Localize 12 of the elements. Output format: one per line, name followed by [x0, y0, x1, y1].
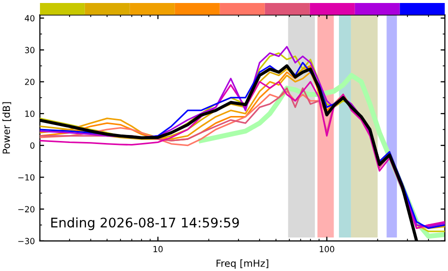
y-tick-label: −30	[18, 238, 34, 244]
x-axis-title: Freq [mHz]	[216, 259, 268, 269]
y-tick-label: 20	[25, 78, 34, 86]
y-tick-label: −10	[18, 174, 34, 181]
annotation: Ending 2026-08-17 14:59:59	[51, 217, 239, 230]
y-tick-label: 30	[25, 46, 34, 54]
y-tick-label: −20	[18, 206, 34, 212]
y-tick-label: 40	[24, 15, 34, 22]
y-tick-label: 0	[30, 142, 34, 149]
x-tick-label: 100	[320, 246, 334, 252]
y-tick-label: 10	[25, 110, 34, 117]
y-axis-title: Power [dB]	[2, 102, 12, 154]
